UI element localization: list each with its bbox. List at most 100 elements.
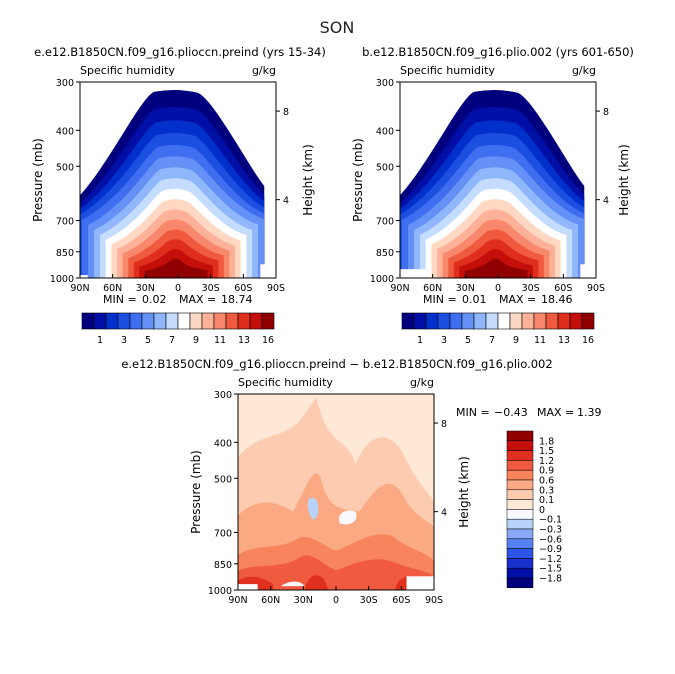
diff-colorbar-label: −0.6 bbox=[539, 534, 562, 545]
panel-right-colorbar-box bbox=[557, 312, 571, 330]
panel-right-colorbar-box bbox=[521, 312, 535, 330]
panel-left-xtick-label: 60S bbox=[234, 283, 252, 294]
panel-right-ylabel-right: Height (km) bbox=[617, 144, 631, 215]
panel-right-colorbar-label: 11 bbox=[534, 335, 546, 346]
panel-right-ytick-label: 300 bbox=[376, 78, 394, 89]
panel-diff-units: g/kg bbox=[410, 376, 434, 389]
diff-colorbar-box bbox=[506, 548, 534, 559]
panel-diff-ytick-label: 500 bbox=[214, 474, 232, 485]
panel-left-colorbar-label: 5 bbox=[145, 335, 151, 346]
panel-left-colorbar-box bbox=[93, 312, 107, 330]
diff-colorbar-label: −1.8 bbox=[539, 574, 562, 585]
panel-diff-min-value: −0.43 bbox=[494, 406, 528, 419]
panel-left-title: e.e12.B1850CN.f09_g16.plioccn.preind (yr… bbox=[34, 45, 326, 59]
panel-diff-title: e.e12.B1850CN.f09_g16.plioccn.preind − b… bbox=[121, 357, 552, 371]
panel-left-max-label: MAX = bbox=[179, 293, 216, 306]
panel-diff-plot bbox=[238, 394, 434, 590]
panel-right-colorbar-box bbox=[437, 312, 451, 330]
panel-right-colorbar-box bbox=[545, 312, 559, 330]
diff-contour-fill-5 bbox=[307, 497, 319, 520]
panel-left-ytick-label: 850 bbox=[56, 248, 74, 259]
panel-left-colorbar-label: 7 bbox=[169, 335, 175, 346]
masked-topography bbox=[580, 264, 596, 278]
panel-left-colorbar-box bbox=[213, 312, 227, 330]
panel-left-colorbar-box bbox=[165, 312, 179, 330]
panel-diff-min-label: MIN = bbox=[456, 406, 490, 419]
panel-diff-xtick-label: 60S bbox=[392, 595, 410, 606]
panel-right-colorbar-box bbox=[425, 312, 439, 330]
panel-left-colorbar-box bbox=[225, 312, 239, 330]
panel-diff-xtick-label: 60N bbox=[261, 595, 280, 606]
panel-left-ylabel: Pressure (mb) bbox=[31, 138, 45, 222]
panel-right-colorbar-box bbox=[569, 312, 583, 330]
panel-diff-ytick-label: 300 bbox=[214, 390, 232, 401]
panel-left-colorbar-box bbox=[249, 312, 263, 330]
panel-left-ytick-right-label: 8 bbox=[283, 107, 289, 118]
panel-right-colorbar-box bbox=[485, 312, 499, 330]
panel-diff-ytick-label: 850 bbox=[214, 560, 232, 571]
panel-left-colorbar-box bbox=[153, 312, 167, 330]
panel-left-xtick-label: 60N bbox=[103, 283, 122, 294]
diff-colorbar-box bbox=[506, 567, 534, 579]
panel-diff-max-label: MAX = bbox=[537, 406, 574, 419]
panel-left-colorbar-box bbox=[201, 312, 215, 330]
panel-diff-max-value: 1.39 bbox=[577, 406, 602, 419]
contour-fill-level-15 bbox=[144, 258, 208, 278]
diff-colorbar-box bbox=[506, 460, 534, 471]
diff-colorbar-box bbox=[506, 479, 534, 491]
masked-topography bbox=[406, 576, 434, 590]
masked-topography bbox=[238, 584, 258, 590]
panel-left-colorbar-box bbox=[105, 312, 119, 330]
diff-colorbar-label: 1.5 bbox=[539, 446, 554, 457]
panel-right-colorbar-box bbox=[473, 312, 487, 330]
panel-right-max-label: MAX = bbox=[499, 293, 536, 306]
panel-right-colorbar-box bbox=[461, 312, 475, 330]
panel-left-xtick-label: 0 bbox=[175, 283, 181, 294]
panel-left-max-value: 18.74 bbox=[221, 293, 253, 306]
panel-left-ytick-label: 300 bbox=[56, 78, 74, 89]
diff-colorbar-box bbox=[506, 577, 534, 589]
panel-right-colorbar-label: 5 bbox=[465, 335, 471, 346]
panel-right-colorbar-label: 1 bbox=[417, 335, 423, 346]
panel-right-plot bbox=[400, 82, 596, 278]
panel-left-colorbar-box bbox=[129, 312, 143, 330]
diff-colorbar-box bbox=[506, 489, 534, 500]
panel-diff: e.e12.B1850CN.f09_g16.plioccn.preind − b… bbox=[121, 357, 601, 606]
panel-left-colorbar-label: 16 bbox=[262, 335, 274, 346]
panel-left-colorbar-box bbox=[261, 312, 275, 330]
panel-left-xtick-label: 30S bbox=[202, 283, 220, 294]
panel-left-colorbar-label: 1 bbox=[97, 335, 103, 346]
panel-diff-xtick-label: 0 bbox=[333, 595, 339, 606]
panel-right-ytick-right-label: 8 bbox=[603, 107, 609, 118]
panel-diff-ytick-label: 700 bbox=[214, 529, 232, 540]
panel-right-colorbar-box bbox=[509, 312, 523, 330]
diff-colorbar-box bbox=[506, 499, 534, 510]
masked-topography bbox=[583, 82, 596, 177]
panel-diff-ytick-label: 1000 bbox=[208, 586, 232, 597]
panel-right-ytick-label: 850 bbox=[376, 248, 394, 259]
panel-left-colorbar: 1 3 5 7 9 11 13 16 bbox=[81, 312, 275, 346]
panel-left-colorbar-box bbox=[117, 312, 131, 330]
panel-left-xtick-label: 30N bbox=[136, 283, 155, 294]
diff-colorbar-label: 0.9 bbox=[539, 466, 554, 477]
masked-topography bbox=[263, 82, 276, 177]
diff-colorbar-box bbox=[506, 528, 534, 540]
panel-diff-variable: Specific humidity bbox=[238, 376, 333, 389]
panel-right-ytick-label: 700 bbox=[376, 217, 394, 228]
panel-right-max-value: 18.46 bbox=[541, 293, 573, 306]
panel-diff-xtick-label: 90S bbox=[425, 595, 443, 606]
diff-colorbar-label: −0.3 bbox=[539, 525, 562, 536]
panel-left-units: g/kg bbox=[252, 64, 276, 77]
diff-colorbar-label: 0.3 bbox=[539, 485, 554, 496]
panel-left-colorbar-label: 3 bbox=[121, 335, 127, 346]
panel-diff-xtick-label: 90N bbox=[228, 595, 247, 606]
diff-colorbar-box bbox=[506, 509, 534, 520]
panel-right-colorbar-box bbox=[413, 312, 427, 330]
panel-right-ytick-label: 400 bbox=[376, 126, 394, 137]
panel-right: b.e12.B1850CN.f09_g16.plio.002 (yrs 601-… bbox=[351, 45, 634, 346]
panel-right-xtick-label: 0 bbox=[495, 283, 501, 294]
diff-colorbar-label: 1.8 bbox=[539, 436, 554, 447]
diff-colorbar-label: 0.1 bbox=[539, 495, 554, 506]
contour-fill-level-15 bbox=[464, 258, 528, 278]
